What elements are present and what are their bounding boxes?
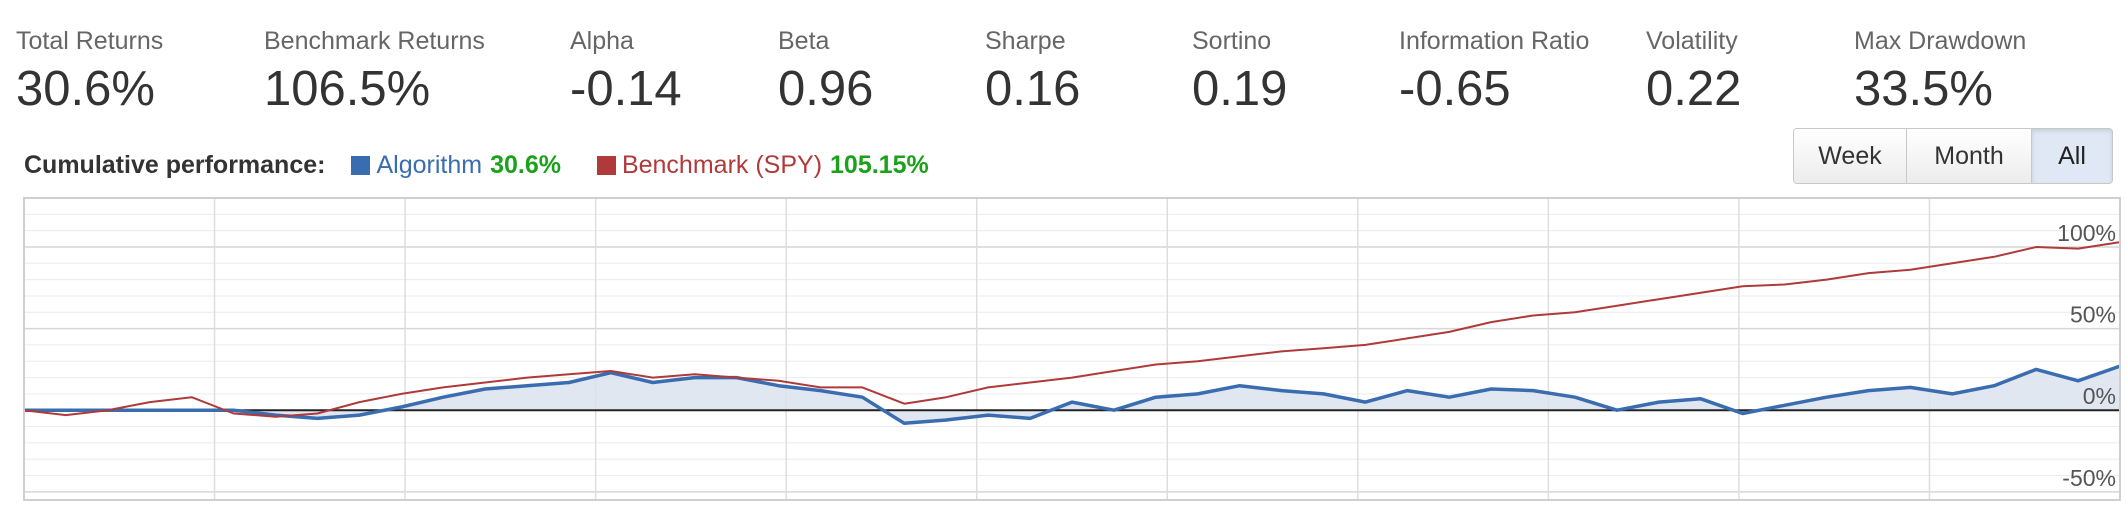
stat-label: Sortino (1192, 27, 1272, 55)
stat-label: Volatility (1646, 27, 1738, 55)
y-tick-label: 50% (2070, 302, 2116, 328)
stat-sharpe: Sharpe 0.16 (985, 26, 1080, 118)
stat-value: -0.65 (1399, 62, 1511, 116)
stat-label: Benchmark Returns (264, 27, 485, 55)
stats-row: Total Returns 30.6% Benchmark Returns 10… (0, 0, 2126, 120)
y-tick-label: -50% (2062, 465, 2116, 491)
series-line-algorithm (24, 364, 2121, 426)
stat-value: 33.5% (1854, 62, 1993, 116)
stat-alpha: Alpha -0.14 (570, 26, 682, 118)
stat-label: Max Drawdown (1854, 27, 2027, 55)
legend-algorithm[interactable]: Algorithm 30.6% (351, 150, 561, 180)
stat-total-returns: Total Returns 30.6% (16, 26, 163, 118)
legend-benchmark-value: 105.15% (830, 150, 929, 179)
y-tick-label: 0% (2083, 383, 2116, 409)
legend-benchmark[interactable]: Benchmark (SPY) 105.15% (596, 150, 929, 180)
legend-benchmark-name: Benchmark (SPY) (621, 150, 823, 179)
y-axis-ticks: 100% 50% 0% -50% (2057, 220, 2116, 491)
benchmark-swatch (596, 155, 616, 175)
performance-legend: Cumulative performance: Algorithm 30.6% … (24, 148, 965, 182)
legend-algorithm-name: Algorithm (376, 150, 483, 179)
stat-label: Total Returns (16, 27, 164, 55)
stat-label: Beta (778, 27, 830, 55)
range-all-button[interactable]: All (2032, 129, 2112, 183)
stat-value: 0.96 (778, 62, 874, 116)
plot-border (23, 197, 2121, 501)
stat-max-drawdown: Max Drawdown 33.5% (1854, 26, 2026, 118)
stat-value: -0.14 (570, 62, 682, 116)
series-layer (23, 241, 2121, 426)
series-line-benchmark-spy- (23, 241, 2121, 418)
stat-volatility: Volatility 0.22 (1646, 26, 1741, 118)
performance-title: Cumulative performance: (24, 150, 326, 179)
stat-sortino: Sortino 0.19 (1192, 26, 1287, 118)
grid-minor (24, 213, 2120, 477)
series-area-algorithm (24, 366, 2120, 424)
y-tick-label: 100% (2057, 220, 2116, 246)
range-month-button[interactable]: Month (1907, 129, 2032, 183)
stat-value: 0.19 (1192, 62, 1288, 116)
range-week-button[interactable]: Week (1794, 129, 1907, 183)
stat-value: 106.5% (264, 62, 431, 116)
grid-major (24, 198, 2120, 500)
stat-information-ratio: Information Ratio -0.65 (1399, 26, 1589, 118)
stat-label: Sharpe (985, 27, 1066, 55)
legend-algorithm-value: 30.6% (490, 150, 561, 179)
algorithm-swatch (351, 155, 371, 175)
stat-value: 30.6% (16, 62, 155, 116)
stat-label: Alpha (570, 27, 634, 55)
stat-value: 0.16 (985, 62, 1081, 116)
stat-label: Information Ratio (1399, 27, 1590, 55)
range-toggle: Week Month All (1793, 128, 2113, 184)
stat-beta: Beta 0.96 (778, 26, 873, 118)
stat-benchmark-returns: Benchmark Returns 106.5% (264, 26, 485, 118)
stat-value: 0.22 (1646, 62, 1742, 116)
